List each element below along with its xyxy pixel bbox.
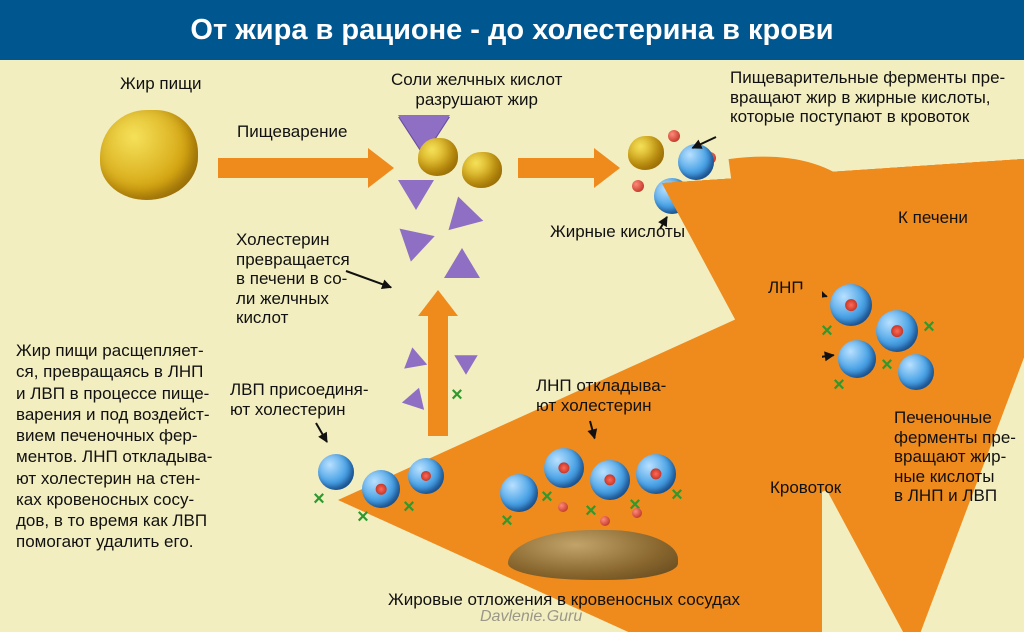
label-lvp-attach: ЛВП присоединя-ют холестерин — [230, 380, 369, 419]
blue-lvp-1 — [838, 340, 876, 378]
green-x-b2: × — [582, 502, 600, 520]
green-x-1: × — [818, 322, 836, 340]
label-to-liver: К печени — [898, 208, 968, 228]
tri-4 — [444, 248, 480, 278]
arrow-to-fatty-acids — [518, 148, 620, 188]
fat-deposit — [508, 530, 678, 580]
red-fall-3 — [632, 508, 642, 518]
green-x-l3: × — [400, 498, 418, 516]
tri-s2 — [454, 355, 477, 375]
red-dot-2 — [632, 180, 644, 192]
label-bloodstream: Кровоток — [770, 478, 841, 498]
blood-lvp-a — [500, 474, 538, 512]
paragraph-explanation: Жир пищи расщепляет-ся, превращаясь в ЛН… — [16, 340, 216, 553]
label-chol-to-bile: Холестеринпревращаетсяв печени в со-ли ж… — [236, 230, 350, 328]
green-x-mid: × — [448, 386, 466, 404]
thin-arrow-lvp-attach — [315, 423, 328, 443]
thin-arrow-lvp — [806, 354, 834, 360]
thin-arrow-chol-bile — [346, 270, 392, 288]
thin-arrow-lnp-deposit — [589, 421, 596, 439]
blood-lnp-2 — [590, 460, 630, 500]
label-digestion: Пищеварение — [237, 122, 348, 142]
label-bile-salts: Соли желчных кислотразрушают жир — [391, 70, 562, 109]
fat-blob-small-3 — [628, 136, 664, 170]
lvp-att-2 — [362, 470, 400, 508]
green-x-l2: × — [354, 508, 372, 526]
page-title: От жира в рационе - до холестерина в кро… — [0, 0, 1024, 60]
tri-s1 — [401, 345, 427, 368]
fat-blob-small-2 — [462, 152, 502, 188]
lvp-att-1 — [318, 454, 354, 490]
fat-blob-big — [100, 110, 198, 200]
green-x-2: × — [878, 356, 896, 374]
label-enzymes-convert: Пищеварительные ферменты пре-вращают жир… — [730, 68, 1005, 127]
blood-lnp-1 — [544, 448, 584, 488]
green-x-b1: × — [538, 488, 556, 506]
red-fall-2 — [600, 516, 610, 526]
red-dot-1 — [668, 130, 680, 142]
arrow-digestion — [218, 148, 394, 188]
blue-lnp-2 — [876, 310, 918, 352]
green-x-4: × — [920, 318, 938, 336]
watermark: Davlenie.Guru — [480, 608, 582, 626]
label-food-fat: Жир пищи — [120, 74, 202, 94]
label-lnp: ЛНП — [768, 278, 804, 298]
green-x-l1: × — [310, 490, 328, 508]
label-lvp: ЛВП — [768, 350, 803, 370]
diagram-canvas: Жир пищи Пищеварение Соли желчных кислот… — [0, 60, 1024, 632]
tri-1 — [398, 180, 434, 210]
tri-2 — [441, 192, 484, 230]
blue-ball-fa2 — [654, 178, 690, 214]
curved-arrow-bloodstream — [660, 380, 920, 530]
label-lnp-deposit: ЛНП откладыва-ют холестерин — [536, 376, 666, 415]
blue-lnp-1 — [830, 284, 872, 326]
lvp-att-3 — [408, 458, 444, 494]
red-fall-1 — [558, 502, 568, 512]
tri-3 — [393, 229, 434, 266]
green-x-b5: × — [498, 512, 516, 530]
fat-blob-small-1 — [418, 138, 458, 176]
green-x-b4: × — [668, 486, 686, 504]
label-fat-deposits: Жировые отложения в кровеносных сосудах — [388, 590, 740, 610]
